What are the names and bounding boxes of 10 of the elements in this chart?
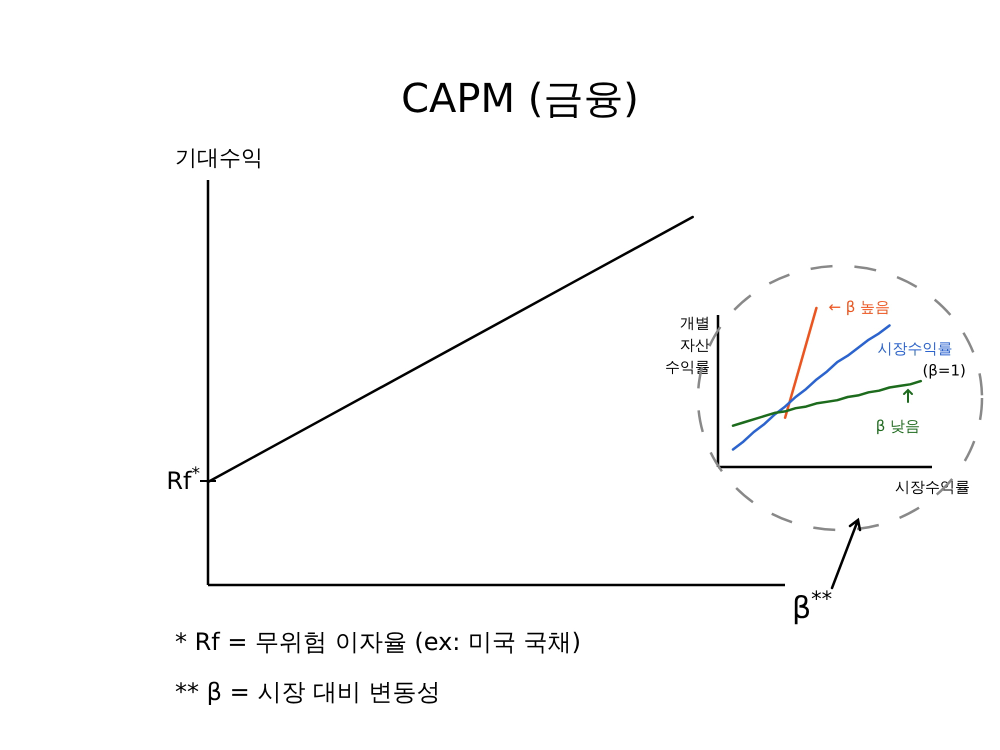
text: * Rf = 무위험 이자율 (ex: 미국 국채) xyxy=(175,628,581,656)
series-label: 시장수익률 (β=1) xyxy=(877,339,966,380)
annotation: Rf$^{*}$ xyxy=(166,464,200,495)
x-axis-title: 시장수익률 xyxy=(895,478,970,496)
chart-title: CAPM (금융) xyxy=(401,76,639,122)
series-label: ← β 높음 xyxy=(828,298,890,316)
text: ** β = 시장 대비 변동성 xyxy=(175,678,441,706)
x-axis-title: β$^{**}$ xyxy=(792,587,832,626)
y-axis-title: 기대수익 xyxy=(175,146,263,171)
legend-label: β 낮음 xyxy=(876,417,920,436)
